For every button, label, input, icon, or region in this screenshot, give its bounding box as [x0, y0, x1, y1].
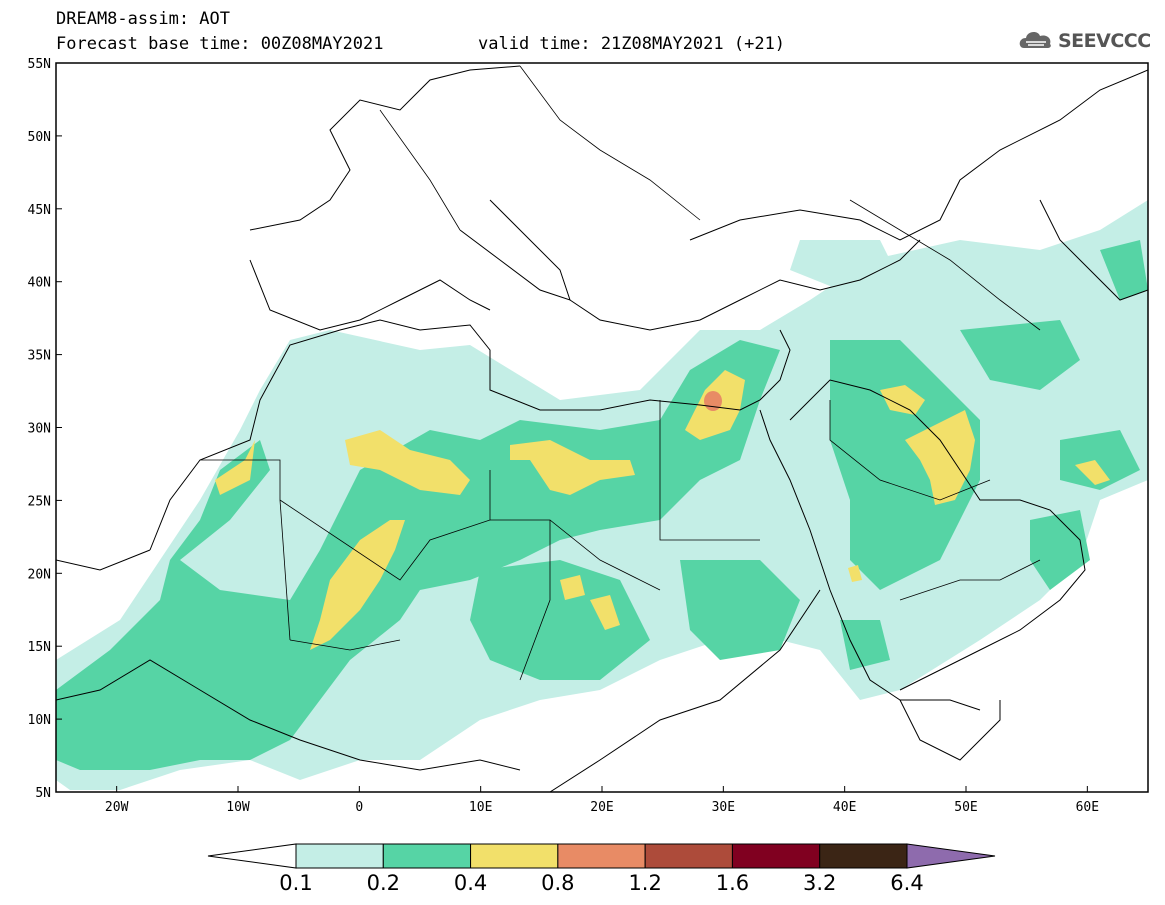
colorbar-segment — [207, 843, 297, 869]
colorbar-segment — [557, 843, 646, 869]
colorbar-segment — [470, 843, 559, 869]
colorbar-label: 0.8 — [541, 871, 574, 895]
lat-label: 10N — [28, 713, 51, 728]
lon-label: 10E — [469, 800, 492, 815]
lon-label: 40E — [833, 800, 856, 815]
colorbar-label: 0.2 — [367, 871, 400, 895]
lon-label: 0 — [355, 800, 363, 815]
lat-label: 50N — [28, 130, 51, 145]
lon-label: 50E — [954, 800, 977, 815]
lat-label: 20N — [28, 567, 51, 582]
colorbar-segment — [906, 843, 996, 869]
lon-label: 20W — [105, 800, 129, 815]
map-title: DREAM8-assim: AOT — [56, 9, 230, 29]
lon-label: 20E — [590, 800, 613, 815]
colorbar-segment — [295, 843, 384, 869]
valid-time: valid time: 21Z08MAY2021 (+21) — [478, 34, 786, 54]
lat-label: 25N — [28, 494, 51, 509]
forecast-base-time: Forecast base time: 00Z08MAY2021 — [56, 34, 384, 54]
cloud-icon — [1019, 32, 1051, 48]
aot-level-0.8 — [704, 391, 722, 411]
lon-label: 60E — [1076, 800, 1099, 815]
lon-label: 30E — [712, 800, 735, 815]
borders — [200, 65, 1041, 681]
colorbar-label: 0.1 — [279, 871, 312, 895]
colorbar-segment — [382, 843, 472, 869]
colorbar-label: 1.6 — [716, 871, 749, 895]
lat-label: 35N — [28, 349, 51, 364]
colorbar-label: 1.2 — [628, 871, 661, 895]
aot-level-0.2 — [56, 240, 1148, 770]
coastlines — [56, 65, 1148, 792]
colorbar-label: 6.4 — [890, 871, 923, 895]
colorbar-segment — [644, 843, 733, 869]
lat-label: 55N — [28, 57, 51, 72]
lat-label: 45N — [28, 203, 51, 218]
lat-label: 40N — [28, 276, 51, 291]
lat-label: 30N — [28, 422, 51, 437]
colorbar: 0.1 0.2 0.4 0.8 1.2 1.6 3.2 6.4 — [207, 843, 996, 895]
colorbar-label: 3.2 — [803, 871, 836, 895]
logo-text: SEEVCCC — [1058, 30, 1151, 52]
lon-label: 10W — [226, 800, 250, 815]
lat-label: 15N — [28, 640, 51, 655]
lat-label: 5N — [35, 786, 51, 801]
colorbar-segment — [731, 843, 821, 869]
colorbar-segment — [819, 843, 908, 869]
colorbar-label: 0.4 — [454, 871, 487, 895]
